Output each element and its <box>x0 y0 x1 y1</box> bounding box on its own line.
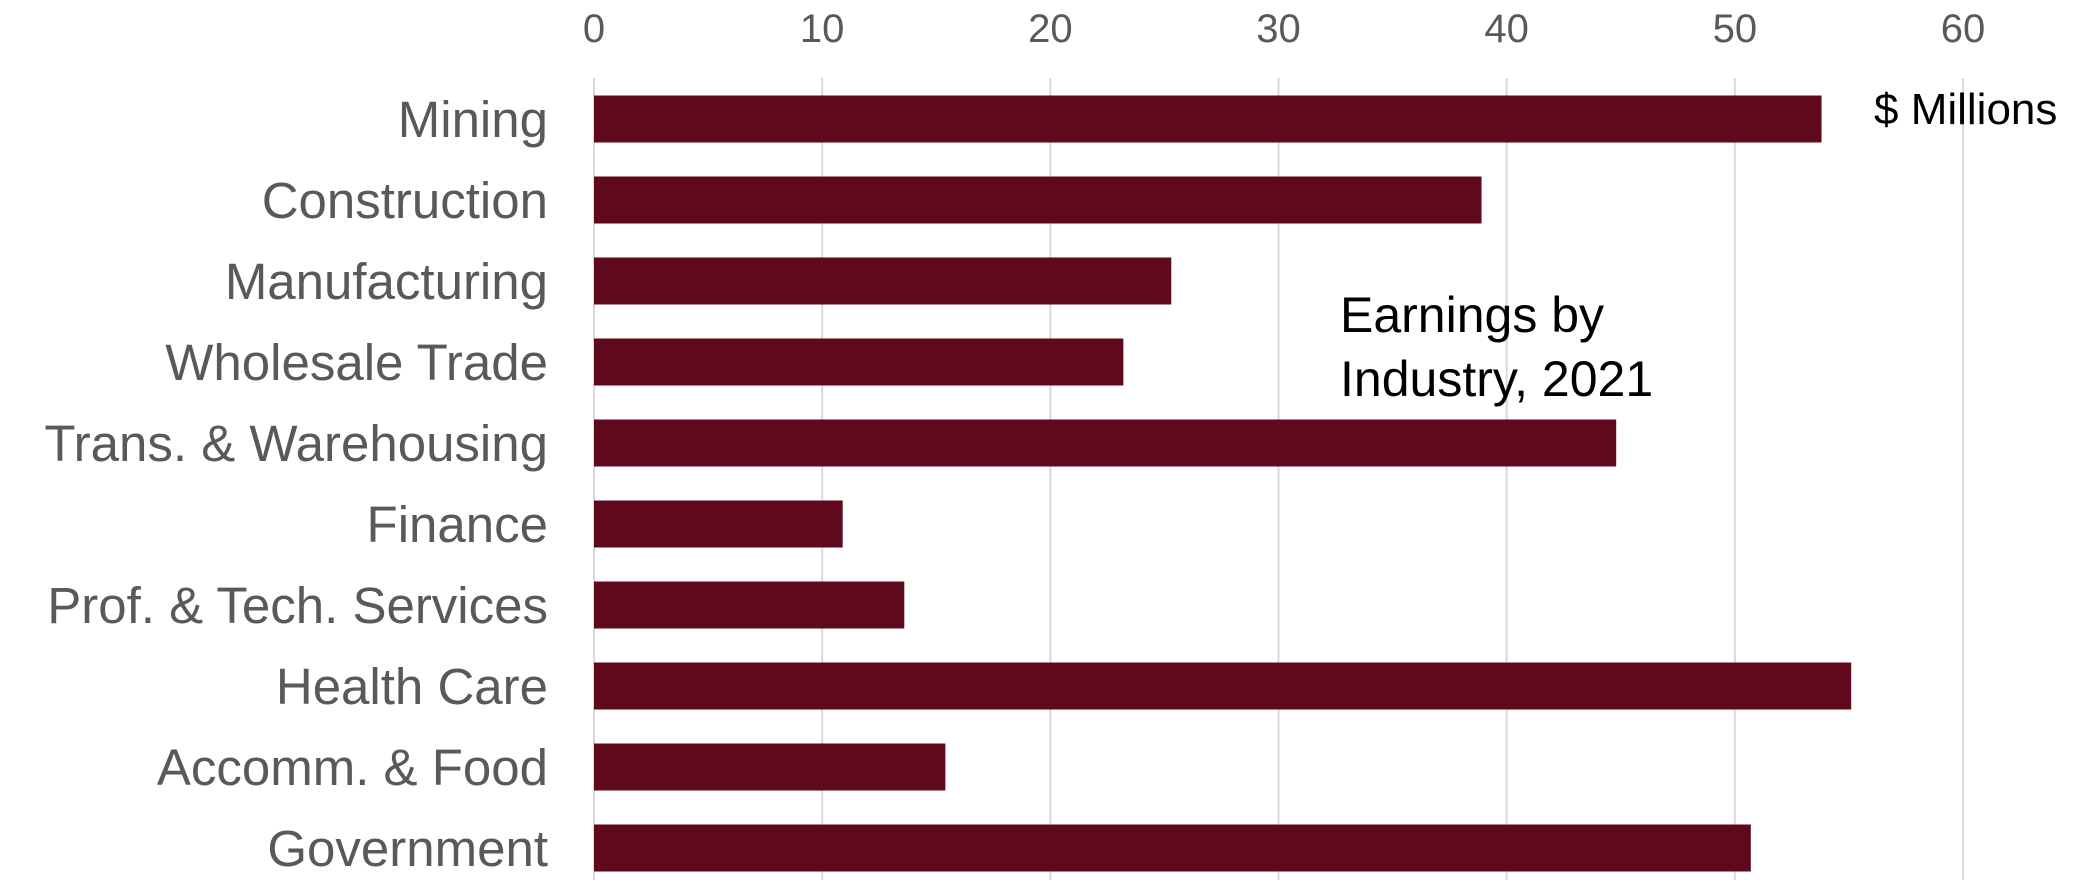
x-tick-label-60: 60 <box>1941 7 1986 51</box>
x-axis-tick-labels: 0 10 20 30 40 50 60 <box>583 7 1985 51</box>
bar-accomm-food <box>594 743 946 791</box>
bar-prof-tech-services <box>594 581 905 629</box>
bar-manufacturing <box>594 257 1172 305</box>
x-tick-label-10: 10 <box>800 7 845 51</box>
chart-annotation-line-1: Earnings by <box>1340 287 1604 343</box>
category-label-trans-warehousing: Trans. & Warehousing <box>44 415 548 472</box>
category-label-finance: Finance <box>367 496 548 553</box>
category-label-accomm-food: Accomm. & Food <box>157 739 548 796</box>
bar-mining <box>594 95 1822 143</box>
category-label-mining: Mining <box>398 91 548 148</box>
bars <box>594 95 1852 872</box>
bar-wholesale-trade <box>594 338 1124 386</box>
x-tick-label-40: 40 <box>1484 7 1529 51</box>
x-tick-label-20: 20 <box>1028 7 1073 51</box>
chart-annotation-line-2: Industry, 2021 <box>1340 351 1653 407</box>
category-label-health-care: Health Care <box>276 658 548 715</box>
category-label-manufacturing: Manufacturing <box>225 253 548 310</box>
bar-construction <box>594 176 1482 224</box>
bar-health-care <box>594 662 1852 710</box>
category-label-construction: Construction <box>262 172 548 229</box>
bar-trans-warehousing <box>594 419 1617 467</box>
category-label-prof-tech-services: Prof. & Tech. Services <box>47 577 548 634</box>
bar-finance <box>594 500 843 548</box>
x-tick-label-0: 0 <box>583 7 605 51</box>
category-labels: Mining Construction Manufacturing Wholesale… <box>44 91 548 877</box>
unit-note: $ Millions <box>1874 85 2057 134</box>
x-tick-label-50: 50 <box>1713 7 1758 51</box>
category-label-wholesale-trade: Wholesale Trade <box>165 334 548 391</box>
x-tick-label-30: 30 <box>1256 7 1301 51</box>
bar-government <box>594 824 1751 872</box>
category-label-government: Government <box>267 820 548 877</box>
